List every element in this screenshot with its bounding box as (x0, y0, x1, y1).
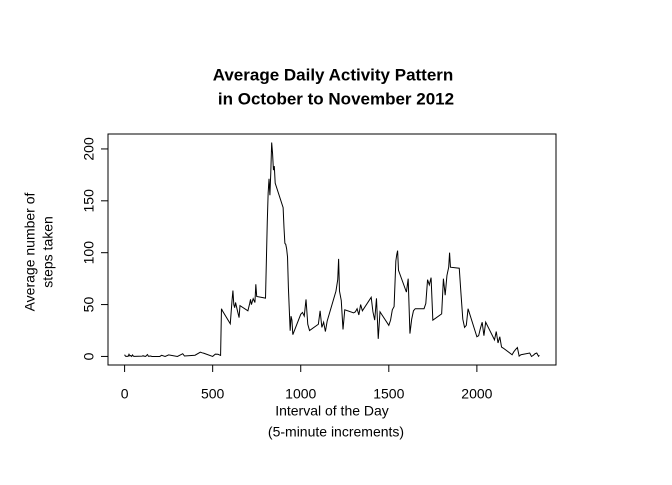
chart-title: in October to November 2012 (218, 89, 454, 108)
x-tick-label: 500 (201, 386, 225, 402)
x-tick-label: 1500 (373, 386, 404, 402)
x-tick-label: 0 (121, 386, 129, 402)
y-tick-label: 150 (81, 189, 97, 213)
x-axis-label: Interval of the Day (275, 403, 389, 419)
x-tick-label: 1000 (285, 386, 316, 402)
y-tick-label: 0 (81, 352, 97, 360)
chart-title: Average Daily Activity Pattern (213, 65, 454, 84)
x-axis-label: (5-minute increments) (268, 424, 404, 440)
y-tick-label: 100 (81, 241, 97, 265)
data-line (124, 142, 540, 358)
y-tick-label: 200 (81, 137, 97, 161)
x-tick-label: 2000 (461, 386, 492, 402)
y-tick-label: 50 (81, 297, 97, 313)
y-axis-label: steps taken (40, 216, 56, 288)
y-axis-label: Average number of (22, 192, 38, 311)
